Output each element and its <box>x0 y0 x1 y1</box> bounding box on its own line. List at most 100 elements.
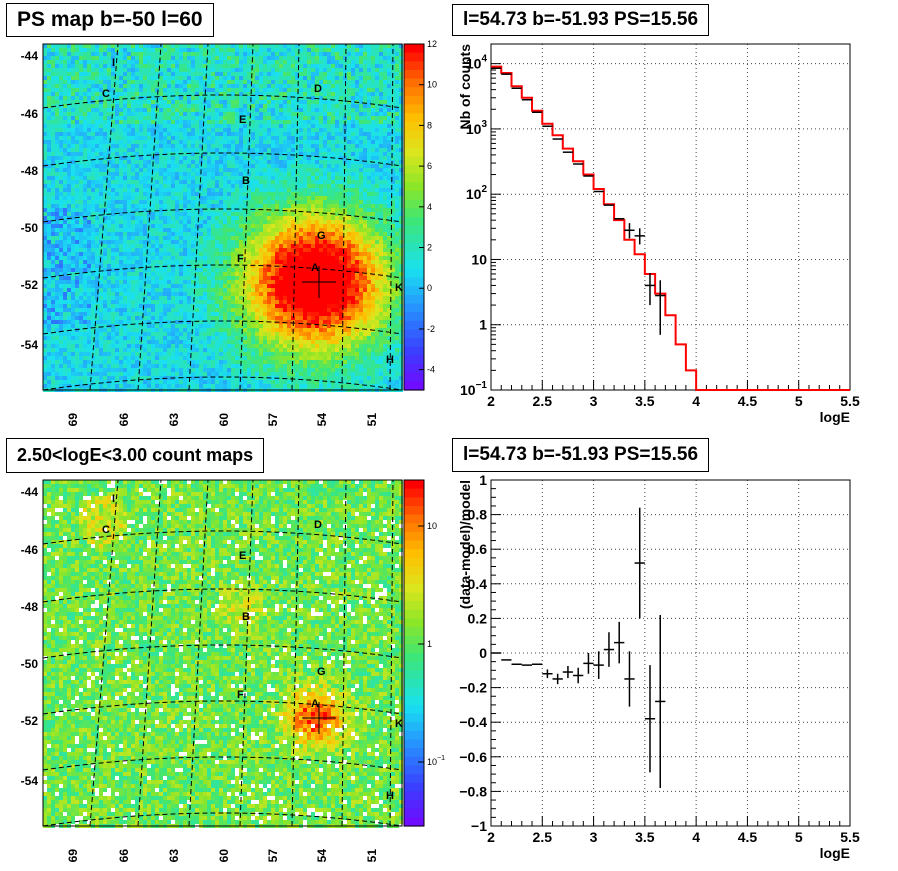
colorbar-step <box>404 488 424 498</box>
spectrum-x-axis-label: logE <box>820 409 850 425</box>
x-tick-label: 4 <box>692 829 700 845</box>
colorbar-step <box>404 540 424 550</box>
parallel-line <box>42 700 403 715</box>
meridian-line <box>389 479 394 827</box>
colorbar-step <box>404 514 424 524</box>
y-tick-label-base: 10 <box>471 251 487 267</box>
parallel-line <box>42 812 403 827</box>
ps-map-source-labels: I C D E B G F A K H <box>102 57 403 366</box>
y-tick-label: 1 <box>479 472 487 488</box>
residual-tick-marks <box>490 479 851 827</box>
colorbar-step <box>404 312 424 322</box>
colorbar-tick-base: 10 <box>427 521 437 531</box>
colorbar-step <box>404 618 424 628</box>
y-tick-label: 10−1 <box>460 380 487 398</box>
parallel-line <box>42 152 403 167</box>
colorbar-step <box>404 69 424 80</box>
colorbar-step <box>404 817 424 827</box>
colorbar-step <box>404 346 424 356</box>
parallel-line <box>42 644 403 659</box>
colorbar-step <box>404 104 424 114</box>
residual-y-tick-labels: 1 0.8 0.6 0.4 0.2 0 −0.2 −0.4 −0.6 −0.8 −1 <box>459 472 487 834</box>
colorbar-step <box>404 722 424 732</box>
y-tick-label: −0.4 <box>459 714 487 730</box>
colorbar-step <box>404 208 424 218</box>
y-tick-label: −0.2 <box>459 680 487 696</box>
colorbar-step <box>404 364 424 374</box>
source-label: F <box>237 253 244 265</box>
colorbar-step <box>404 704 424 715</box>
colorbar-step <box>404 165 424 175</box>
colorbar-step <box>404 277 424 287</box>
colorbar-tick-label: 10 <box>427 80 437 90</box>
colorbar-step <box>404 217 424 227</box>
y-tick-label-exp: 3 <box>481 119 487 130</box>
y-tick-label: -50 <box>21 657 39 671</box>
x-tick-label: 5 <box>795 393 803 409</box>
y-tick-label-base: 10 <box>460 382 476 398</box>
colorbar-step <box>404 808 424 818</box>
y-tick-label: -46 <box>21 543 39 557</box>
x-tick-label: 5 <box>795 829 803 845</box>
parallel-line <box>42 376 403 391</box>
x-tick-label: 4 <box>692 393 700 409</box>
colorbar-step <box>404 95 424 106</box>
source-label: B <box>242 611 250 623</box>
colorbar-tick-base: 10 <box>427 757 437 767</box>
parallel-line <box>42 320 403 335</box>
colorbar-step <box>404 286 424 296</box>
colorbar-step <box>404 774 424 784</box>
spectrum-frame <box>490 43 851 391</box>
source-label: D <box>314 519 322 531</box>
x-tick-label: 51 <box>365 849 379 863</box>
colorbar-step <box>404 713 424 723</box>
x-tick-label: 3.5 <box>635 829 655 845</box>
colorbar-step <box>404 791 424 801</box>
source-label: A <box>311 698 319 710</box>
colorbar-step <box>404 234 424 244</box>
colorbar-step <box>404 497 424 507</box>
x-tick-label: 51 <box>365 413 379 427</box>
y-tick-label-base: 1 <box>479 317 487 333</box>
colorbar-tick-label: 6 <box>427 161 432 171</box>
meridian-line <box>389 43 394 391</box>
y-tick-label: -54 <box>21 338 39 352</box>
colorbar-tick-label: -4 <box>427 365 435 375</box>
meridian-line <box>137 479 162 827</box>
spectrum-tick-marks <box>490 43 851 391</box>
meridian-line <box>291 479 300 827</box>
count-map-plot: I C D E B G F A K H <box>42 479 403 828</box>
colorbar-step <box>404 294 424 305</box>
colorbar-step <box>404 372 424 382</box>
parallel-line <box>42 756 403 771</box>
meridian-line <box>341 43 347 391</box>
meridian-line <box>341 479 347 827</box>
y-tick-label: -52 <box>21 714 39 728</box>
colorbar-step <box>404 173 424 183</box>
x-tick-label: 54 <box>315 849 329 863</box>
colorbar-step <box>404 557 424 568</box>
colorbar-tick-label: -2 <box>427 324 435 334</box>
colorbar-step <box>404 61 424 71</box>
colorbar-step <box>404 139 424 149</box>
colorbar-step <box>404 523 424 533</box>
colorbar-step <box>404 242 424 253</box>
colorbar-tick-label: 4 <box>427 202 432 212</box>
x-tick-label: 4.5 <box>738 829 758 845</box>
residual-x-axis-label: logE <box>820 845 850 861</box>
x-tick-label: 69 <box>66 413 80 427</box>
colorbar-step <box>404 765 424 775</box>
colorbar-step <box>404 338 424 348</box>
colorbar-step <box>404 251 424 261</box>
x-tick-label: 5.5 <box>840 829 860 845</box>
parallel-line <box>42 530 403 545</box>
parallel-line <box>42 588 403 603</box>
meridian-line <box>188 43 209 391</box>
spectrum-y-axis-label: Nb of counts <box>457 44 473 130</box>
source-label: H <box>386 790 394 802</box>
y-tick-label-base: 10 <box>466 121 482 137</box>
count-map-cells <box>43 480 403 828</box>
